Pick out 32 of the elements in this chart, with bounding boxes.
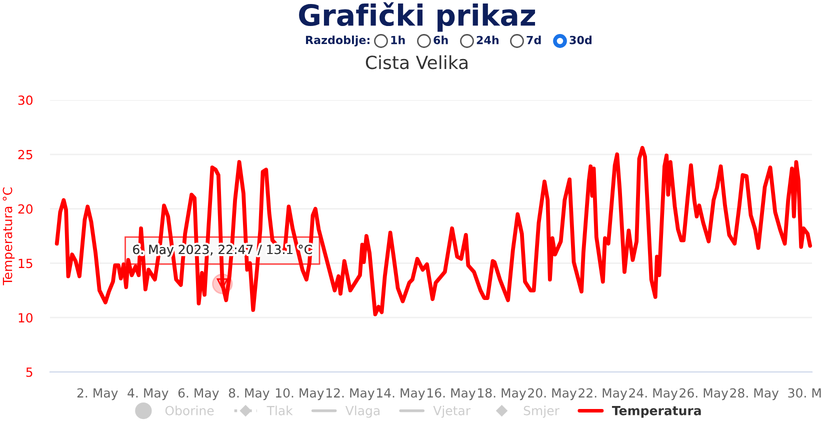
x-tick-label: 14. May: [377, 388, 425, 400]
text: 24h: [476, 36, 499, 44]
x-tick-label: 28. May: [730, 388, 779, 400]
x-tick-label: 24. May: [629, 388, 678, 400]
chart-title: Grafički prikaz: [299, 2, 536, 32]
x-tick-label: 4. May: [128, 388, 168, 400]
text: Razdoblje:: [306, 36, 370, 46]
y-tick-label: 15: [18, 258, 32, 268]
x-tick-label: 12. May: [326, 388, 374, 400]
x-tick-label: 30. M: [788, 388, 821, 398]
y-tick-label: 30: [18, 95, 33, 105]
x-tick-label: 6. May: [178, 388, 219, 400]
x-tick-label: 16. May: [428, 388, 476, 400]
y-tick-label: 20: [18, 204, 33, 214]
y-axis-title: Temperatura °C: [2, 187, 15, 286]
text: 30d: [570, 36, 592, 44]
x-tick-label: 20. May: [528, 388, 577, 400]
y-tick-label: 10: [18, 313, 33, 323]
x-tick-label: 10. May: [276, 388, 324, 400]
x-tick-label: 8. May: [228, 388, 270, 400]
y-tick-label: 5: [26, 368, 32, 377]
y-tick-label: 25: [18, 150, 32, 160]
legend-label: Temperatura: [612, 406, 701, 418]
text: 1h: [391, 36, 405, 44]
line-series: [54, 146, 812, 316]
x-tick-label: 2. May: [77, 388, 118, 400]
x-tick-label: 26. May: [680, 388, 728, 400]
x-tick-label: 18. May: [478, 388, 526, 400]
text: 7d: [526, 36, 541, 44]
text: 6h: [434, 36, 448, 44]
chart-subtitle: Cista Velika: [366, 55, 468, 70]
x-tick-label: 22. May: [578, 388, 628, 400]
